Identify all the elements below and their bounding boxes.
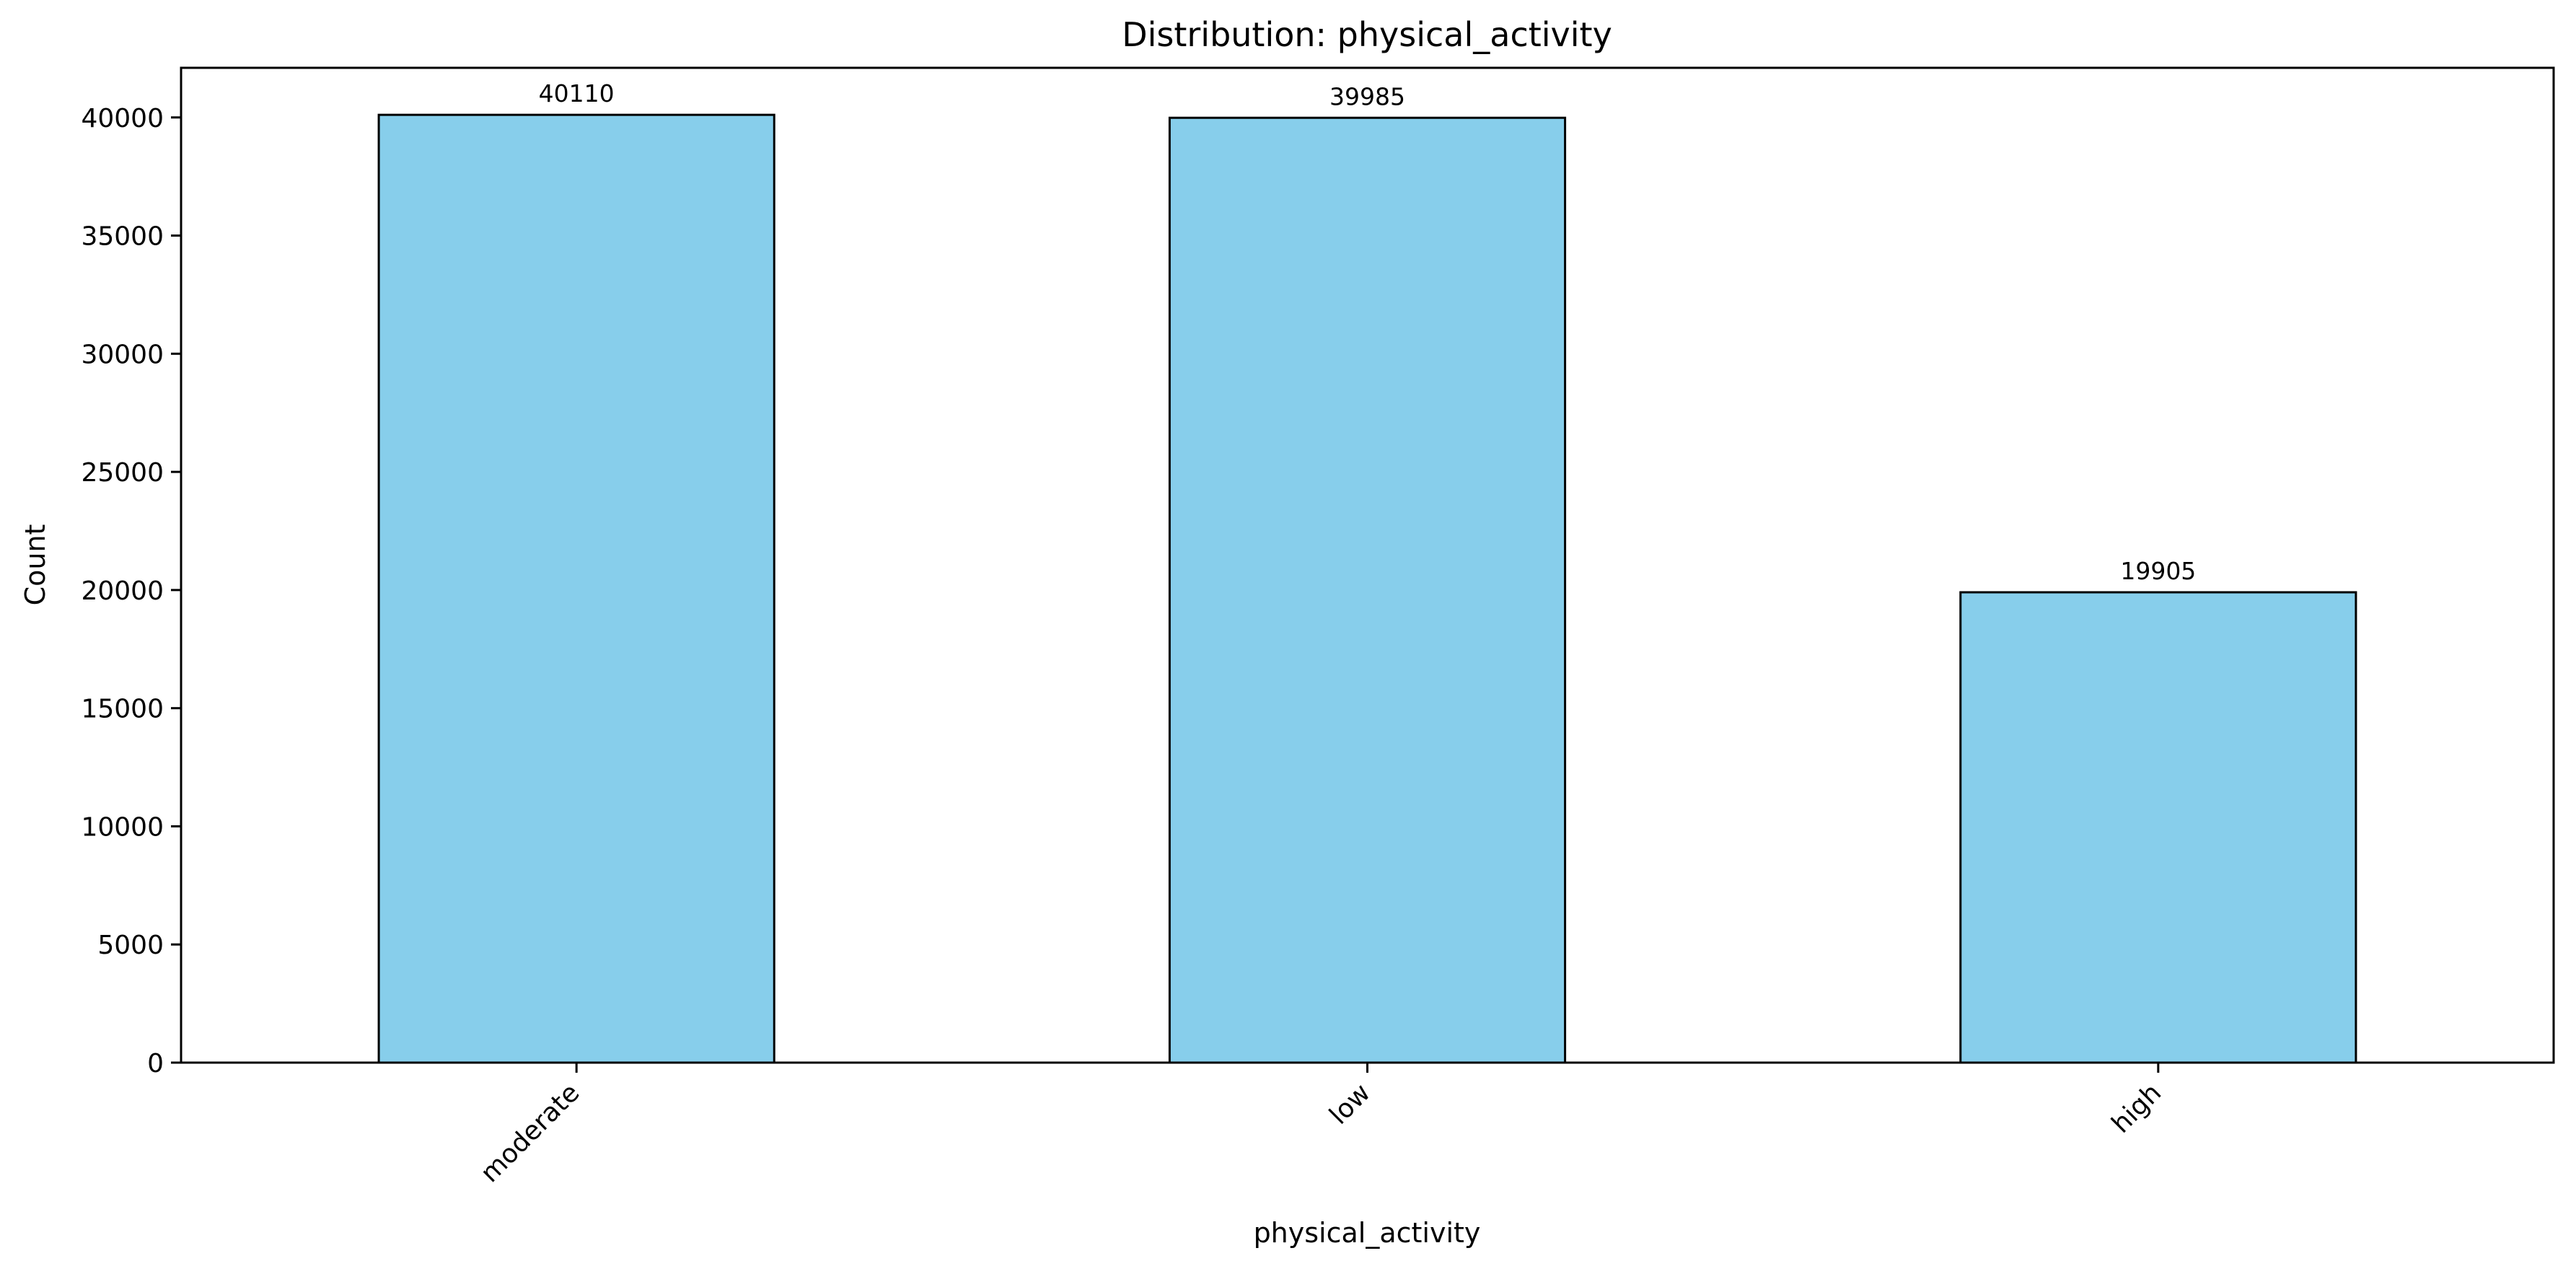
plot-frame — [180, 66, 2555, 1064]
x-axis-title: physical_activity — [1254, 1217, 1481, 1249]
y-axis: 0 5000 10000 15000 20000 25000 30000 35000 40000 — [81, 104, 181, 1078]
chart-title: Distribution: physical_activity — [1122, 15, 1612, 54]
y-axis-title: Count — [19, 524, 51, 606]
bar-value-label: 40110 — [539, 79, 615, 107]
y-tick-label: 15000 — [81, 695, 164, 724]
y-tick-label: 40000 — [81, 104, 164, 133]
y-tick-label: 10000 — [81, 812, 164, 842]
y-tick-label: 20000 — [81, 576, 164, 606]
y-tick-label: 5000 — [97, 931, 164, 960]
bar-value-label: 39985 — [1329, 82, 1405, 110]
bar-value-label: 19905 — [2120, 557, 2196, 585]
bar-low — [1168, 116, 1567, 1064]
bar-high — [1959, 591, 2357, 1064]
y-tick-label: 30000 — [81, 340, 164, 369]
bars: 40110 39985 19905 — [377, 79, 2357, 1064]
y-tick-label: 25000 — [81, 458, 164, 488]
bar-moderate — [377, 113, 775, 1064]
y-tick-label: 35000 — [81, 222, 164, 252]
y-tick-label: 0 — [147, 1049, 164, 1078]
